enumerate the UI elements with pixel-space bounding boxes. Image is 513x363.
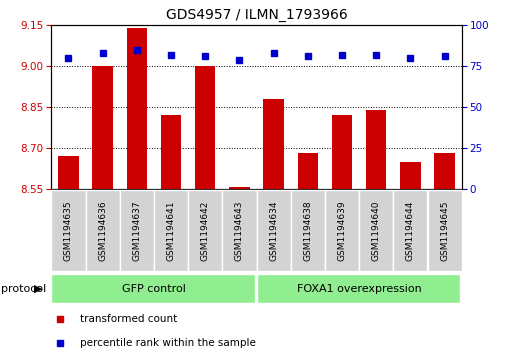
Bar xyxy=(332,115,352,189)
Bar xyxy=(256,189,291,272)
Text: transformed count: transformed count xyxy=(80,314,177,324)
Text: GSM1194641: GSM1194641 xyxy=(167,200,175,261)
Bar xyxy=(161,115,181,189)
Text: FOXA1 overexpression: FOXA1 overexpression xyxy=(297,284,422,294)
Bar xyxy=(427,189,462,272)
Text: GSM1194637: GSM1194637 xyxy=(132,200,141,261)
Bar xyxy=(359,189,393,272)
Bar xyxy=(393,189,427,272)
Text: GSM1194645: GSM1194645 xyxy=(440,200,449,261)
Bar xyxy=(120,189,154,272)
Text: GSM1194639: GSM1194639 xyxy=(338,200,346,261)
Bar xyxy=(154,189,188,272)
Bar xyxy=(400,162,421,189)
Text: percentile rank within the sample: percentile rank within the sample xyxy=(80,338,256,348)
Text: GSM1194636: GSM1194636 xyxy=(98,200,107,261)
Bar xyxy=(127,28,147,189)
Bar xyxy=(51,189,86,272)
Text: ▶: ▶ xyxy=(34,284,42,294)
Text: GSM1194643: GSM1194643 xyxy=(235,200,244,261)
Text: GSM1194644: GSM1194644 xyxy=(406,200,415,261)
Bar xyxy=(222,189,256,272)
Bar xyxy=(188,189,222,272)
Bar xyxy=(51,274,255,303)
Bar xyxy=(263,99,284,189)
Text: GSM1194642: GSM1194642 xyxy=(201,200,210,261)
Title: GDS4957 / ILMN_1793966: GDS4957 / ILMN_1793966 xyxy=(166,8,347,22)
Bar xyxy=(291,189,325,272)
Text: GSM1194640: GSM1194640 xyxy=(372,200,381,261)
Bar xyxy=(195,66,215,189)
Bar xyxy=(366,110,386,189)
Text: GSM1194638: GSM1194638 xyxy=(303,200,312,261)
Bar xyxy=(92,66,113,189)
Text: GSM1194634: GSM1194634 xyxy=(269,200,278,261)
Bar xyxy=(58,156,78,189)
Bar xyxy=(325,189,359,272)
Bar xyxy=(298,154,318,189)
Text: GSM1194635: GSM1194635 xyxy=(64,200,73,261)
Text: protocol: protocol xyxy=(1,284,46,294)
Bar xyxy=(86,189,120,272)
Bar xyxy=(435,154,455,189)
Text: GFP control: GFP control xyxy=(122,284,186,294)
Bar xyxy=(229,187,250,189)
Bar xyxy=(256,274,460,303)
